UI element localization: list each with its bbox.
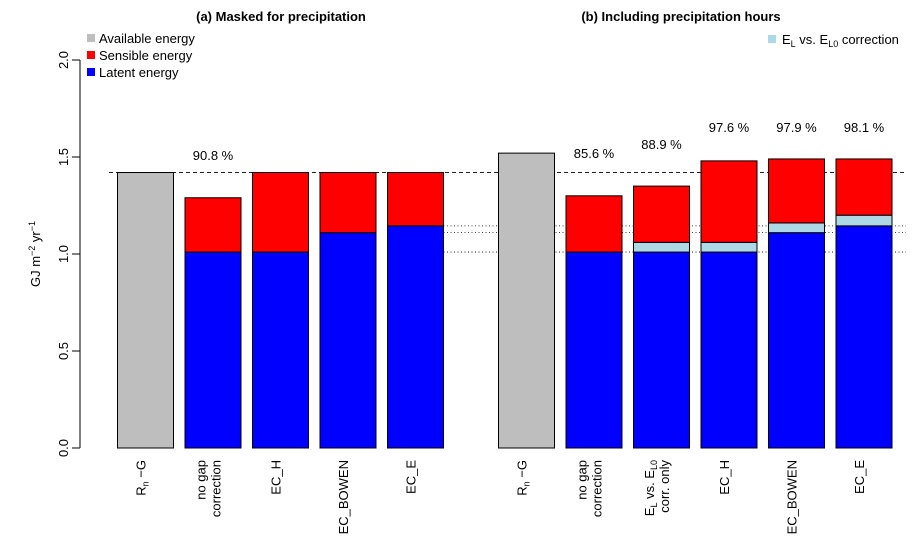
percent-labels: 90.8 % 85.6 % 88.9 % 97.6 % 97.9 % 98.1 %: [193, 120, 885, 163]
available-legend-swatch: [87, 34, 95, 42]
a-no-gap-category-label: no gap correction: [194, 460, 224, 517]
bars: [117, 152, 893, 449]
b-ec-h-percent-label: 97.6 %: [709, 120, 750, 135]
a-no-gap-sensible-segment: [184, 197, 242, 253]
b-no-gap-category-label: no gap correction: [575, 460, 605, 517]
b-el-corr-latent-segment: [633, 251, 690, 449]
a-no-gap-latent-segment: [184, 251, 242, 449]
a-rn-g-category-label-line-0: Rn −G: [134, 460, 151, 496]
a-ec-bowen-latent-segment: [319, 232, 377, 449]
a-ec-e-category-label-line-0: EC_E: [404, 460, 419, 494]
a-ec-e-sensible-segment: [387, 172, 444, 227]
a-no-gap-category-label-line-1: correction: [209, 460, 224, 517]
b-ec-h-latent-segment: [700, 251, 758, 449]
legend: Available energy Sensible energy Latent en…: [87, 31, 899, 80]
b-rn-g-category-label: Rn −G: [515, 460, 532, 496]
y-tick-label-1: 0.5: [56, 342, 71, 360]
a-ec-h-category-label-line-0: EC_H: [269, 460, 284, 495]
b-ec-bowen-latent-segment: [768, 232, 825, 449]
a-ec-h-sensible-segment: [252, 172, 309, 253]
b-ec-h-correction-segment: [700, 241, 758, 253]
b-rn-g-available-bar: [498, 152, 555, 449]
b-no-gap-category-label-line-0: no gap: [575, 460, 590, 500]
b-el-corr-sensible-segment: [633, 185, 690, 243]
y-tick-label-4: 2.0: [56, 51, 71, 69]
b-ec-bowen-category-label: EC_BOWEN: [785, 460, 800, 534]
available-legend-label: Available energy: [99, 31, 195, 46]
y-axis: 0.0 0.5 1.0 1.5 2.0 GJ m−2 yr−1: [27, 51, 81, 457]
b-ec-h-category-label: EC_H: [717, 460, 732, 495]
b-el-corr-category-label-line-0: EL vs. EL0: [642, 460, 659, 516]
a-ec-e-category-label: EC_E: [404, 460, 419, 494]
b-ec-bowen-category-label-line-0: EC_BOWEN: [785, 460, 800, 534]
b-ec-e-category-label-line-0: EC_E: [852, 460, 867, 494]
sensible-legend-label: Sensible energy: [99, 48, 193, 63]
category-labels: Rn −G no gap correction EC_H EC_BOWEN EC_E Rn …: [134, 460, 868, 535]
a-rn-g-category-label: Rn −G: [134, 460, 151, 496]
a-ec-e-latent-segment: [387, 225, 444, 449]
b-ec-e-latent-segment: [835, 225, 893, 449]
b-ec-bowen-correction-segment: [768, 222, 825, 234]
b-no-gap-percent-label: 85.6 %: [574, 146, 615, 161]
b-el-corr-correction-segment: [633, 241, 690, 253]
b-ec-e-percent-label: 98.1 %: [844, 120, 885, 135]
b-ec-e-sensible-segment: [835, 158, 893, 216]
b-el-corr-percent-label: 88.9 %: [641, 137, 682, 152]
correction-legend-label: EL vs. EL0 correction: [782, 32, 899, 49]
a-ec-bowen-category-label: EC_BOWEN: [336, 460, 351, 534]
b-no-gap-latent-segment: [565, 251, 623, 449]
a-ec-bowen-sensible-segment: [319, 172, 377, 234]
sensible-legend-swatch: [87, 51, 95, 59]
a-ec-h-category-label: EC_H: [269, 460, 284, 495]
b-ec-e-category-label: EC_E: [852, 460, 867, 494]
a-no-gap-percent-label: 90.8 %: [193, 148, 234, 163]
b-ec-e-correction-segment: [835, 214, 893, 227]
b-ec-bowen-sensible-segment: [768, 158, 825, 224]
y-tick-label-0: 0.0: [56, 439, 71, 457]
b-no-gap-category-label-line-1: correction: [590, 460, 605, 517]
a-ec-h-latent-segment: [252, 251, 309, 449]
a-rn-g-available-bar: [117, 172, 174, 449]
b-ec-h-category-label-line-0: EC_H: [717, 460, 732, 495]
y-axis-label: GJ m−2 yr−1: [27, 221, 43, 287]
b-no-gap-sensible-segment: [565, 195, 623, 253]
b-el-corr-category-label-line-1: corr. only: [657, 460, 672, 513]
y-tick-label-2: 1.0: [56, 245, 71, 263]
y-tick-label-3: 1.5: [56, 148, 71, 166]
latent-legend-swatch: [87, 68, 95, 76]
panel-titles: (a) Masked for precipitation (b) Includi…: [196, 9, 781, 24]
correction-legend-swatch: [768, 35, 776, 43]
panel-b-title: (b) Including precipitation hours: [581, 9, 780, 24]
b-ec-bowen-percent-label: 97.9 %: [776, 120, 817, 135]
a-ec-bowen-category-label-line-0: EC_BOWEN: [336, 460, 351, 534]
a-no-gap-category-label-line-0: no gap: [194, 460, 209, 500]
latent-legend-label: Latent energy: [99, 65, 179, 80]
panel-a-title: (a) Masked for precipitation: [196, 9, 366, 24]
b-ec-h-sensible-segment: [700, 160, 758, 243]
b-rn-g-category-label-line-0: Rn −G: [515, 460, 532, 496]
